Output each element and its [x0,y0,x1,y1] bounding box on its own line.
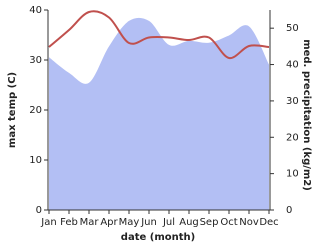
y-axis-label: max temp (C) [7,72,18,148]
x-tick-label: Jul [162,217,175,228]
x-tick-label: Feb [60,217,78,228]
y2-axis-label: med. precipitation (kg/m2) [301,39,312,191]
y-tick-label: 20 [29,105,42,116]
y-tick-label: 0 [36,205,42,216]
y2-tick-label: 20 [286,132,299,143]
x-tick-label: Jan [40,217,56,228]
x-tick-label: Oct [220,217,237,228]
y2-tick-label: 10 [286,169,299,180]
x-tick-label: May [119,217,140,228]
x-tick-label: Jun [140,217,157,228]
precipitation-area [49,17,269,211]
y2-tick-label: 40 [286,60,299,71]
x-tick-label: Dec [259,217,278,228]
y2-tick-label: 0 [286,205,292,216]
y-tick-label: 30 [29,55,42,66]
x-tick-label: Aug [179,217,199,228]
y-tick-label: 10 [29,155,42,166]
x-axis-label: date (month) [121,232,195,243]
x-tick-label: Nov [239,217,259,228]
x-tick-label: Apr [100,217,118,228]
y2-tick-label: 50 [286,23,299,34]
y2-tick-label: 30 [286,96,299,107]
y-tick-label: 40 [29,5,42,16]
temp-line [48,10,270,60]
x-tick-label: Mar [80,217,100,228]
x-tick-label: Sep [200,217,219,228]
